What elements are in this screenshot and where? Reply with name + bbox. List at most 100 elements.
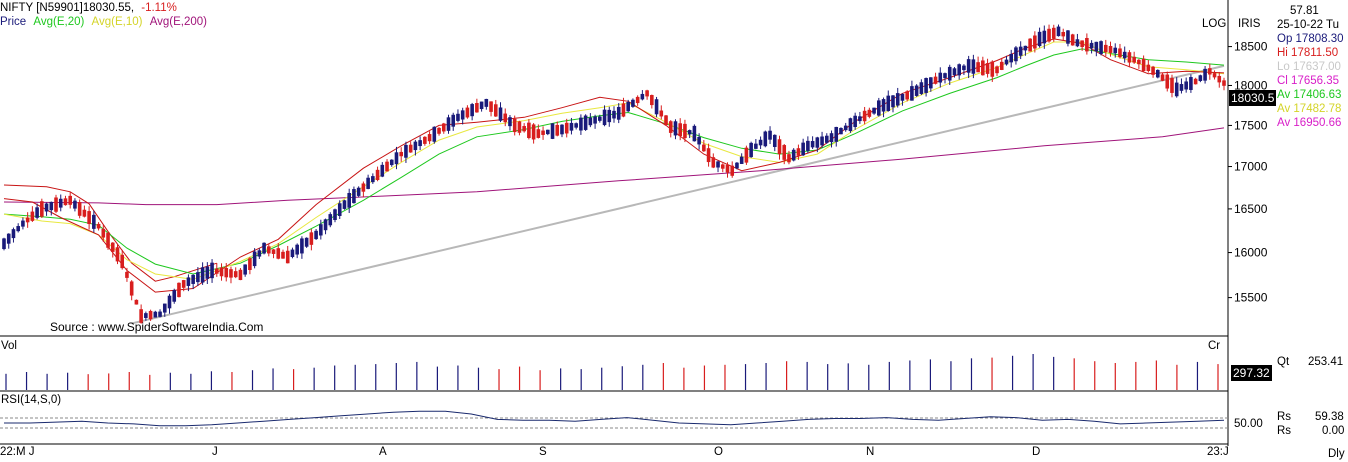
candle-body: [891, 95, 895, 108]
candle-body: [612, 110, 616, 119]
iris-button[interactable]: IRIS: [1238, 18, 1261, 30]
candle-body: [276, 248, 281, 259]
candle-body: [177, 282, 181, 298]
candle-body: [1075, 39, 1080, 47]
info-qt-label: Qt: [1277, 356, 1290, 368]
candle-body: [1108, 45, 1113, 53]
candle-body: [616, 106, 621, 120]
candle-body: [1023, 45, 1028, 51]
candle-body: [1122, 51, 1127, 59]
candle-body: [479, 101, 484, 110]
candle-body: [858, 116, 862, 122]
candle-body: [281, 251, 285, 259]
candle-body: [1113, 47, 1118, 54]
candle-body: [796, 148, 801, 156]
candle-body: [687, 130, 692, 135]
candle-body: [167, 295, 172, 309]
candle-body: [730, 165, 735, 176]
candle-body: [319, 224, 323, 236]
candle-body: [238, 269, 243, 281]
info-rs-value1: 59.38: [1315, 411, 1344, 423]
candle-body: [290, 249, 295, 258]
candle-body: [943, 73, 947, 79]
candle-body: [1089, 42, 1094, 49]
candle-body: [153, 311, 158, 318]
candle-body: [427, 134, 432, 142]
candle-body: [432, 126, 437, 142]
candle-body: [744, 147, 749, 163]
ma200-line: [3, 127, 1225, 206]
candle-body: [120, 254, 125, 269]
candle-body: [295, 244, 299, 255]
candle-body: [1099, 41, 1103, 54]
candle-body: [1155, 69, 1160, 78]
candle-body: [139, 309, 143, 323]
candle-body: [352, 189, 356, 204]
candle-body: [560, 124, 564, 135]
candle-body: [1051, 27, 1056, 39]
candle-body: [966, 59, 971, 73]
candle-body: [125, 271, 129, 278]
candle-body: [148, 310, 153, 320]
candle-body: [706, 148, 711, 163]
candle-body: [460, 110, 465, 120]
candle-body: [333, 209, 337, 221]
candle-body: [683, 123, 687, 139]
candle-body: [271, 249, 276, 254]
candle-body: [73, 200, 77, 209]
candle-body: [541, 130, 545, 135]
candle-body: [1208, 68, 1212, 75]
candle-body: [162, 303, 167, 313]
header-row: NIFTY [N59901]18030.55, -1.11%: [0, 1, 177, 15]
candle-body: [1174, 82, 1179, 97]
candle-body: [933, 76, 938, 84]
candle-body: [815, 137, 820, 148]
candle-body: [423, 136, 427, 144]
candle-body: [522, 126, 526, 132]
candle-body: [843, 125, 848, 131]
candle-body: [886, 95, 891, 112]
change-label: -1.11%: [141, 2, 177, 14]
info-high: Hi 17811.50: [1277, 47, 1339, 59]
symbol-label: NIFTY [N59901]: [0, 2, 83, 14]
candle-body: [110, 242, 115, 252]
legend-ma20: Avg(E,20): [33, 16, 85, 28]
candle-body: [366, 177, 370, 189]
y-tick-label: 17500: [1234, 118, 1268, 132]
candle-body: [1009, 53, 1014, 63]
candle-body: [782, 145, 787, 160]
candle-body: [371, 176, 375, 183]
candle-body: [498, 107, 503, 121]
candle-body: [787, 154, 791, 163]
candle-body: [1004, 59, 1009, 65]
candle-body: [1014, 47, 1018, 62]
candle-body: [720, 164, 725, 169]
info-close: Cl 17656.35: [1277, 75, 1340, 87]
candle-body: [1033, 35, 1037, 49]
candle-body: [668, 121, 673, 133]
candle-body: [579, 117, 583, 131]
candle-body: [1037, 31, 1042, 47]
candle-body: [1080, 40, 1084, 48]
log-button[interactable]: LOG: [1202, 18, 1227, 30]
candle-body: [40, 201, 44, 217]
candle-body: [1141, 58, 1146, 72]
candle-body: [517, 121, 522, 133]
candle-body: [824, 135, 829, 143]
candle-body: [44, 203, 49, 212]
info-rs-label1: Rs: [1277, 411, 1292, 423]
candle-body: [735, 162, 739, 169]
candle-body: [475, 103, 479, 113]
candle-body: [172, 290, 177, 302]
candle-body: [711, 157, 716, 168]
legend-ma10: Avg(E,10): [91, 16, 143, 28]
y-tick-label: 15500: [1234, 291, 1268, 305]
info-qt-value: 253.41: [1308, 356, 1344, 368]
candle-body: [952, 68, 957, 76]
legend-row: Price Avg(E,20) Avg(E,10) Avg(E,200): [0, 15, 207, 29]
candle-body: [810, 141, 815, 148]
candle-body: [2, 238, 6, 250]
candle-body: [134, 299, 139, 305]
candle-body: [399, 151, 404, 157]
candle-body: [1212, 73, 1217, 78]
